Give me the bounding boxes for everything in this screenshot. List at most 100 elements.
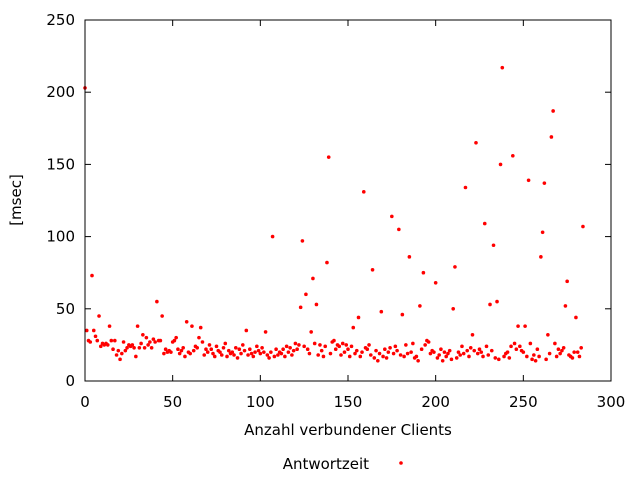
data-point: [368, 353, 373, 357]
data-point: [496, 357, 501, 362]
data-point: [269, 350, 273, 354]
data-point: [190, 324, 194, 328]
data-point: [88, 340, 93, 344]
data-point: [451, 307, 456, 311]
data-point: [314, 302, 319, 307]
data-point: [384, 356, 389, 360]
data-point: [207, 343, 212, 347]
data-point: [286, 350, 291, 354]
data-point: [460, 344, 464, 349]
data-point: [546, 332, 550, 337]
data-point: [333, 347, 338, 352]
data-point: [107, 324, 112, 328]
x-tick-label: 250: [509, 393, 538, 411]
data-point: [105, 343, 110, 347]
data-point: [237, 347, 242, 352]
data-point: [505, 350, 510, 354]
data-point: [214, 344, 219, 349]
data-point: [137, 345, 142, 350]
data-point: [332, 338, 336, 343]
data-point: [319, 348, 324, 353]
data-point: [358, 354, 363, 359]
data-point: [449, 357, 454, 362]
data-point: [461, 351, 466, 356]
data-point: [537, 354, 541, 359]
data-point: [255, 344, 259, 349]
data-point: [570, 356, 575, 360]
data-point: [284, 344, 289, 349]
data-point: [347, 354, 352, 359]
data-point: [507, 356, 512, 360]
data-point: [265, 353, 270, 357]
y-tick-label: 0: [65, 372, 75, 390]
data-point: [539, 255, 543, 259]
data-point: [446, 351, 450, 356]
data-point: [558, 351, 562, 356]
data-point: [111, 347, 115, 352]
data-point: [474, 140, 478, 145]
data-point: [249, 351, 254, 356]
data-point: [551, 109, 555, 113]
data-point: [233, 345, 238, 350]
data-point: [176, 347, 180, 352]
data-point: [263, 330, 268, 334]
data-point: [109, 338, 114, 343]
data-point: [356, 315, 361, 320]
data-point: [477, 347, 482, 352]
y-tick-label: 200: [46, 83, 75, 101]
data-point: [479, 350, 484, 354]
data-point: [484, 344, 489, 349]
data-point: [421, 270, 426, 275]
data-point: [328, 351, 333, 356]
data-point: [95, 338, 100, 343]
data-point: [397, 227, 401, 232]
data-point: [553, 341, 557, 346]
data-point: [560, 348, 564, 353]
data-point: [337, 344, 342, 349]
data-point: [414, 354, 419, 359]
data-point: [316, 353, 320, 357]
data-point: [374, 348, 378, 353]
data-point: [204, 347, 208, 352]
data-point: [418, 304, 422, 308]
data-point: [353, 351, 357, 356]
legend-label: Antwortzeit: [283, 455, 369, 473]
data-point: [549, 135, 554, 139]
data-point: [281, 347, 285, 352]
data-point: [426, 340, 431, 344]
data-point: [402, 354, 406, 359]
data-point: [97, 314, 101, 318]
data-point: [349, 344, 354, 349]
x-axis-label: Anzahl verbundener Clients: [244, 421, 452, 439]
data-point: [135, 324, 140, 328]
data-point: [354, 348, 359, 353]
data-point: [523, 324, 527, 328]
data-point: [500, 65, 505, 70]
data-point: [307, 351, 312, 356]
data-point: [276, 353, 280, 357]
data-point: [267, 356, 271, 360]
data-point: [123, 348, 128, 353]
y-tick-label: 50: [56, 300, 75, 318]
data-point: [475, 351, 480, 356]
data-point: [377, 351, 382, 356]
data-point: [554, 354, 559, 359]
data-point: [191, 348, 196, 353]
data-point: [447, 348, 452, 353]
data-point: [542, 181, 547, 185]
data-point: [467, 354, 471, 359]
data-point: [493, 356, 498, 360]
data-point: [125, 345, 129, 350]
data-point: [577, 354, 582, 359]
data-point: [565, 279, 569, 284]
data-point: [202, 353, 207, 357]
data-point: [482, 221, 487, 226]
data-point: [230, 350, 235, 354]
data-point: [400, 312, 405, 317]
data-point: [113, 338, 117, 343]
data-point: [509, 344, 513, 349]
data-point: [242, 348, 247, 353]
data-point: [360, 350, 364, 354]
data-point: [367, 343, 371, 347]
data-point: [491, 243, 496, 248]
